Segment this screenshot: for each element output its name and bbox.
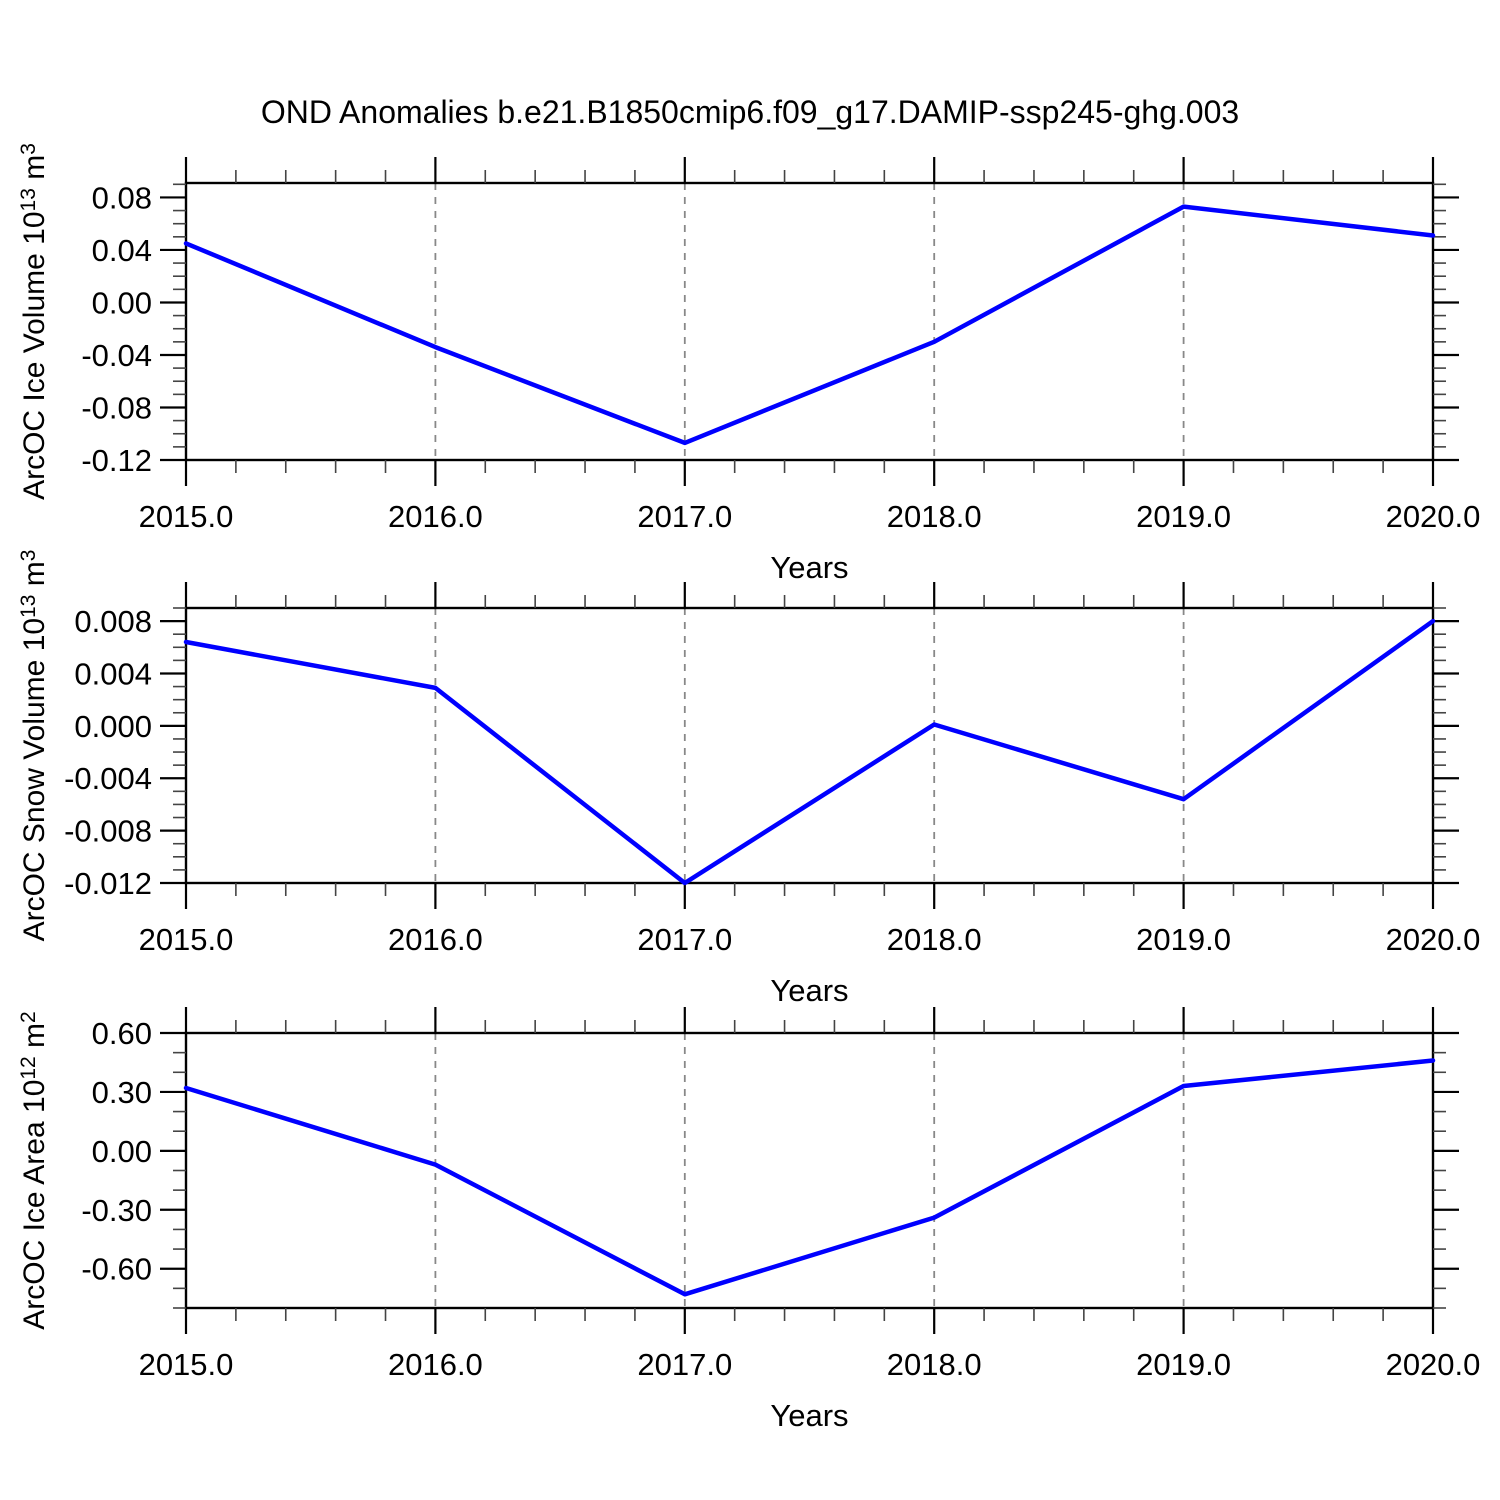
y-tick-label: -0.04: [81, 338, 152, 373]
x-tick-label: 2019.0: [1136, 499, 1231, 534]
x-tick-label: 2018.0: [887, 499, 982, 534]
x-tick-label: 2016.0: [388, 499, 483, 534]
x-tick-label: 2019.0: [1136, 922, 1231, 957]
y-tick-label: -0.12: [81, 443, 152, 478]
y-tick-label: -0.012: [64, 866, 152, 901]
panel-ice-area: 2015.0 2016.0 2017.0 2018.0 2019.0 2020.0 0.60…: [17, 1007, 1480, 1433]
x-tick-label: 2018.0: [887, 922, 982, 957]
panel-ice-volume: 2015.0 2016.0 2017.0 2018.0 2019.0 2020.0 0.08…: [17, 143, 1480, 585]
x-axis-title: Years: [770, 973, 848, 1008]
x-tick-label: 2017.0: [637, 499, 732, 534]
x-tick-label: 2020.0: [1386, 1347, 1481, 1382]
x-tick-label: 2016.0: [388, 1347, 483, 1382]
y-tick-label: 0.08: [92, 180, 152, 215]
y-tick-label: 0.000: [74, 709, 152, 744]
y-tick-label: -0.004: [64, 761, 152, 796]
y-tick-label: 0.008: [74, 604, 152, 639]
y-tick-label: 0.00: [92, 1134, 152, 1169]
x-axis-title: Years: [770, 550, 848, 585]
ice-volume-series-line: [183, 204, 1436, 446]
y-axis-title: ArcOC Ice Volume 1013 m3: [17, 143, 51, 500]
y-tick-label: 0.00: [92, 285, 152, 320]
x-tick-label: 2015.0: [139, 1347, 234, 1382]
y-tick-label: -0.008: [64, 814, 152, 849]
y-tick-label: 0.004: [74, 656, 152, 691]
y-tick-label: -0.30: [81, 1193, 152, 1228]
x-axis-title: Years: [770, 1398, 848, 1433]
y-tick-label: 0.60: [92, 1016, 152, 1051]
snow-volume-series-line: [183, 618, 1436, 886]
y-axis-title: ArcOC Snow Volume 1013 m3: [17, 550, 51, 942]
x-tick-label: 2020.0: [1386, 499, 1481, 534]
ice-area-series-line: [183, 1058, 1436, 1297]
y-tick-label: 0.04: [92, 233, 152, 268]
x-tick-label: 2015.0: [139, 499, 234, 534]
figure-title: OND Anomalies b.e21.B1850cmip6.f09_g17.D…: [260, 94, 1240, 130]
x-tick-label: 2015.0: [139, 922, 234, 957]
x-tick-label: 2019.0: [1136, 1347, 1231, 1382]
y-tick-label: -0.08: [81, 390, 152, 425]
x-tick-label: 2016.0: [388, 922, 483, 957]
y-axis-title: ArcOC Ice Area 1012 m2: [17, 1011, 51, 1329]
x-tick-label: 2018.0: [887, 1347, 982, 1382]
panel-snow-volume: 2015.0 2016.0 2017.0 2018.0 2019.0 2020.0 0.00…: [17, 550, 1480, 1008]
y-tick-label: 0.30: [92, 1075, 152, 1110]
y-tick-label: -0.60: [81, 1252, 152, 1287]
x-tick-label: 2017.0: [637, 1347, 732, 1382]
x-tick-label: 2017.0: [637, 922, 732, 957]
x-tick-label: 2020.0: [1386, 922, 1481, 957]
